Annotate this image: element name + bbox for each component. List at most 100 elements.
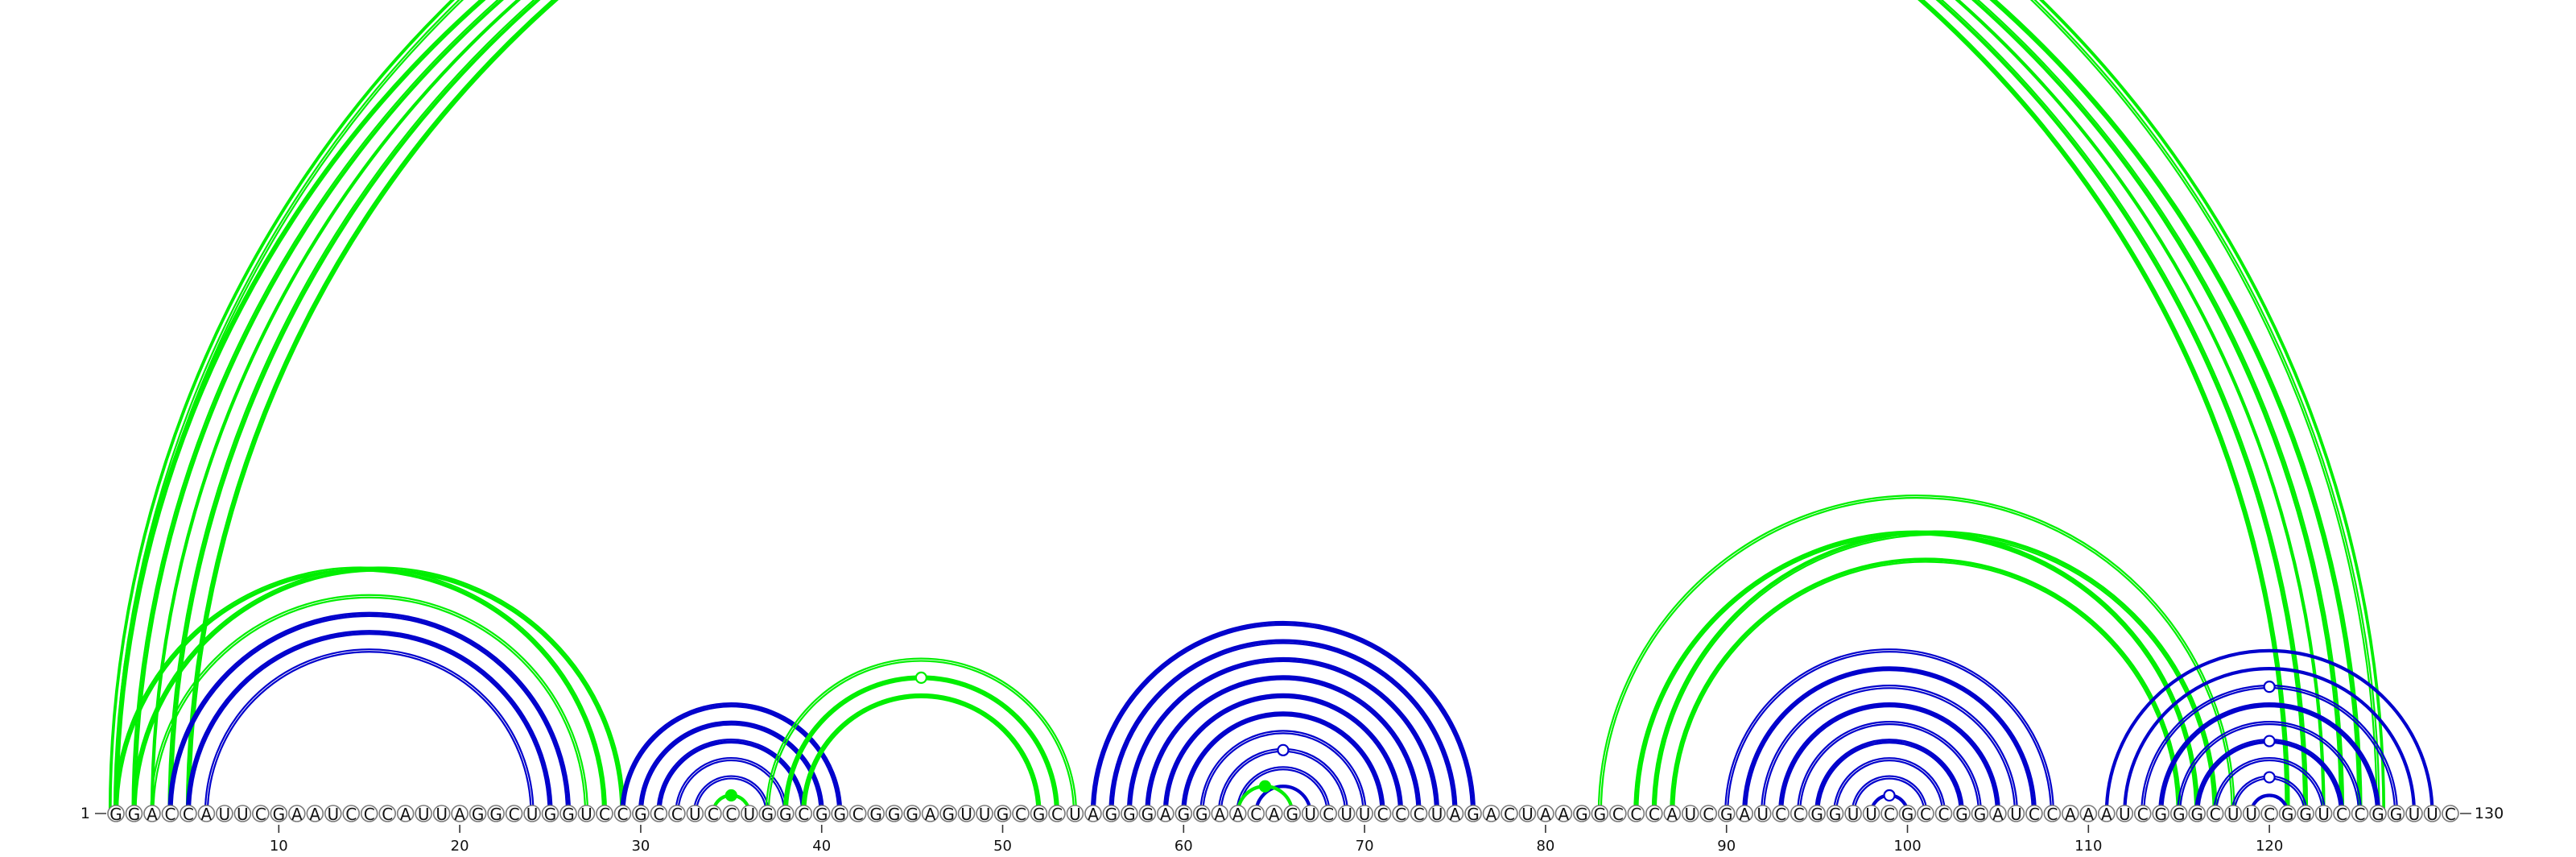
nucleotide-letter: A (1486, 805, 1497, 824)
nucleotide-letter: U (2245, 805, 2257, 824)
nucleotide-letter: U (960, 805, 972, 824)
nucleotide-circle (378, 805, 397, 822)
tick-label: 50 (993, 838, 1012, 855)
nucleotide-circle (812, 805, 831, 822)
nucleotide-circle (2133, 805, 2152, 822)
arc-blue-111-129-1 (2104, 648, 2434, 814)
nucleotide: U (1356, 805, 1373, 824)
nucleotide-circle (686, 805, 704, 822)
arc-blue-55-76-0 (1093, 623, 1473, 814)
nucleotide-letter: C (1051, 805, 1063, 824)
nucleotide-circle (2007, 805, 2025, 822)
nucleotide-letter: G (888, 805, 901, 824)
nucleotide-letter: G (1720, 805, 1733, 824)
arc-green-1-28-2 (113, 566, 608, 814)
nucleotide-letter: A (1666, 805, 1678, 824)
nucleotide-circle (1844, 805, 1862, 822)
nucleotide-circle (650, 805, 668, 822)
arc-green-1-126-0 (116, 0, 2378, 814)
nucleotide-letter: C (1884, 805, 1895, 824)
nucleotide-circle (1121, 805, 1138, 822)
arc-blue-6-24-0 (206, 651, 532, 814)
nucleotide-circle (2333, 805, 2351, 822)
nucleotide-circle (161, 805, 180, 822)
nucleotide-letter: G (634, 805, 647, 824)
nucleotide-letter: U (1847, 805, 1860, 824)
nucleotide-circle (993, 805, 1012, 822)
nucleotide: G (487, 805, 505, 824)
nucleotide: G (867, 805, 885, 824)
arc-marker-3 (1258, 780, 1272, 793)
arc-blue-112-128-1 (2123, 667, 2417, 814)
nucleotide-circle (306, 805, 324, 822)
arc-blue-90-108-1 (1724, 648, 2054, 814)
nucleotide: C (1880, 805, 1898, 824)
nucleotide-circle (1337, 805, 1356, 822)
nucleotide-letter: C (2029, 805, 2040, 824)
arc-blue-93-105-1 (1780, 704, 2000, 814)
nucleotide: U (2423, 805, 2442, 824)
nucleotide-circle (2043, 805, 2062, 822)
nucleotide: A (1736, 805, 1753, 824)
arc-green-1-126-3 (108, 0, 2386, 814)
arc-green-86-117-0 (1654, 533, 2215, 814)
nucleotide: G (993, 805, 1012, 824)
arc-blue-56-75-0 (1112, 642, 1455, 814)
nucleotide-letter: C (183, 805, 194, 824)
nucleotide: C (1392, 805, 1410, 824)
nucleotide: U (432, 805, 451, 824)
tick-label: 70 (1356, 838, 1374, 855)
nucleotide-letter: U (1069, 805, 1081, 824)
nucleotide: A (921, 805, 939, 824)
nucleotide-letter: C (509, 805, 520, 824)
tick-label: 90 (1717, 838, 1736, 855)
nucleotide: U (2224, 805, 2242, 824)
nucleotide-letter: G (2190, 805, 2203, 824)
arc-blue-94-104-0 (1799, 723, 1980, 814)
nucleotide: A (1554, 805, 1573, 824)
nucleotide-circle (1989, 805, 2007, 822)
nucleotide: G (831, 805, 848, 824)
nucleotide: A (451, 805, 469, 824)
tick-label: 80 (1536, 838, 1554, 855)
nucleotide: A (2079, 805, 2098, 824)
nucleotide-letter: G (1195, 805, 1208, 824)
nucleotide-letter: C (255, 805, 266, 824)
nucleotide: C (2351, 805, 2369, 824)
arc-blue-114-126-0 (2161, 706, 2378, 814)
nucleotide: U (2007, 805, 2025, 824)
nucleotide: G (1573, 805, 1591, 824)
nucleotide-circle (1464, 805, 1482, 822)
nucleotide-circle (2278, 805, 2297, 822)
nucleotide-letter: U (2409, 805, 2421, 824)
arc-blue-93-105-2 (1778, 702, 2001, 814)
nucleotide: C (2133, 805, 2152, 824)
arc-blue-97-101-1 (1851, 775, 1928, 814)
nucleotide: U (1428, 805, 1446, 824)
nucleotide-circle (1174, 805, 1193, 822)
nucleotide-letter: A (1088, 805, 1099, 824)
nucleotide-circle (1012, 805, 1030, 822)
nucleotide-letter: G (1955, 805, 1968, 824)
nucleotide-letter: A (1232, 805, 1244, 824)
tick-label: 40 (812, 838, 831, 855)
nucleotide: G (1464, 805, 1482, 824)
nucleotide-circle (2025, 805, 2043, 822)
nucleotide-letter: A (454, 805, 465, 824)
nucleotide-circle (1319, 805, 1337, 822)
nucleotide-circle (1645, 805, 1663, 822)
nucleotide: C (596, 805, 613, 824)
nucleotide-letter: U (2318, 805, 2330, 824)
nucleotide-letter: A (400, 805, 411, 824)
nucleotide: G (885, 805, 903, 824)
nucleotide-circle (2260, 805, 2278, 822)
nucleotide-circle (2369, 805, 2387, 822)
nucleotide-letter: U (418, 805, 430, 824)
nucleotide: C (505, 805, 523, 824)
nucleotide-circle (1518, 805, 1537, 822)
arc-blue-96-102-1 (1833, 756, 1946, 814)
nucleotide-letter: G (942, 805, 955, 824)
nucleotide-letter: G (273, 805, 286, 824)
nucleotide: G (1898, 805, 1917, 824)
